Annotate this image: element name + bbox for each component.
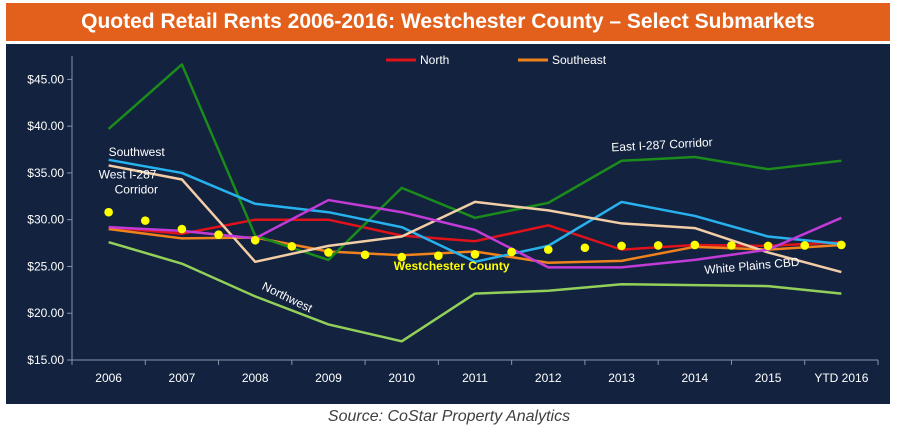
series-westchester-county-dot <box>360 250 370 260</box>
legend-label-north: North <box>420 53 449 67</box>
series-westchester-county-dot <box>763 241 773 251</box>
series-white-plains-cbd-line <box>108 198 842 269</box>
series-westchester-county-dot <box>214 230 223 239</box>
line-chart: $15.00 $20.00 $25.00 $30.00 $35.00 $40.00 $45.… <box>27 53 879 385</box>
series-westchester-county-dot <box>250 235 260 245</box>
x-tick-label: 2009 <box>315 371 342 385</box>
series-westchester-county-dot <box>140 216 150 225</box>
x-tick-label: 2011 <box>462 371 488 385</box>
x-tick-label: 2012 <box>535 371 562 385</box>
x-tick-label: 2010 <box>388 371 415 385</box>
series-northwest-line <box>108 240 842 343</box>
y-tick-label: $25.00 <box>27 259 64 273</box>
series-westchester-county-dot <box>324 248 333 257</box>
series-west-i-287-corridor-line <box>108 164 842 274</box>
series-westchester-county <box>104 207 846 262</box>
series-westchester-county-dot <box>434 251 443 261</box>
legend-label-southeast: Southeast <box>552 53 607 67</box>
series-east-i-287-corridor-line <box>107 63 842 262</box>
series-westchester-county-dot <box>580 243 590 253</box>
x-tick-label: 2013 <box>608 371 635 385</box>
annotation-west-i-287: West I-287 <box>99 168 157 182</box>
y-tick-label: $45.00 <box>27 72 64 86</box>
annotation-westchester-county: Westchester County <box>394 259 510 273</box>
y-tick-label: $15.00 <box>27 353 64 367</box>
y-tick-label: $35.00 <box>27 166 64 180</box>
x-tick-label: 2015 <box>755 371 782 385</box>
series-layer <box>104 63 846 343</box>
legend: North Southeast <box>386 53 607 67</box>
x-tick-label: 2008 <box>242 371 269 385</box>
y-tick-label: $40.00 <box>27 119 64 133</box>
series-north-line <box>108 218 842 251</box>
annotation-corridor: Corridor <box>115 183 158 197</box>
y-tick-label: $30.00 <box>27 213 64 227</box>
axis-layer: $15.00 $20.00 $25.00 $30.00 $35.00 $40.00 $45.… <box>27 56 879 385</box>
series-westchester-county-dot <box>507 247 516 257</box>
series-westchester-county-dot <box>470 250 480 259</box>
series-westchester-county-dot <box>690 240 700 250</box>
series-westchester-county-dot <box>727 241 736 250</box>
x-tick-label: 2014 <box>681 371 708 385</box>
annotation-east-i-287-corridor: East I-287 Corridor <box>611 135 713 154</box>
series-westchester-county-dot <box>104 207 113 217</box>
series-westchester-county-dot <box>397 252 407 262</box>
series-westchester-county-dot <box>617 241 626 251</box>
x-tick-label: YTD 2016 <box>814 371 868 385</box>
series-westchester-county-dot <box>177 224 187 234</box>
chart-frame: $15.00 $20.00 $25.00 $30.00 $35.00 $40.00 $45.… <box>6 44 890 404</box>
series-westchester-county-dot <box>653 241 663 250</box>
annotation-white-plains-cbd: White Plains CBD <box>704 255 801 277</box>
series-westchester-county-dot <box>837 240 846 250</box>
series-southwest-line <box>108 158 842 264</box>
series-westchester-county-dot <box>543 245 553 254</box>
x-tick-label: 2006 <box>95 371 122 385</box>
chart-title: Quoted Retail Rents 2006-2016: Westchest… <box>6 3 890 41</box>
series-westchester-county-dot <box>287 242 297 251</box>
x-tick-label: 2007 <box>169 371 196 385</box>
series-westchester-county-dot <box>800 241 810 250</box>
y-tick-label: $20.00 <box>27 306 64 320</box>
annotation-southwest: Southwest <box>109 145 166 159</box>
source-note: Source: CoStar Property Analytics <box>327 408 571 425</box>
